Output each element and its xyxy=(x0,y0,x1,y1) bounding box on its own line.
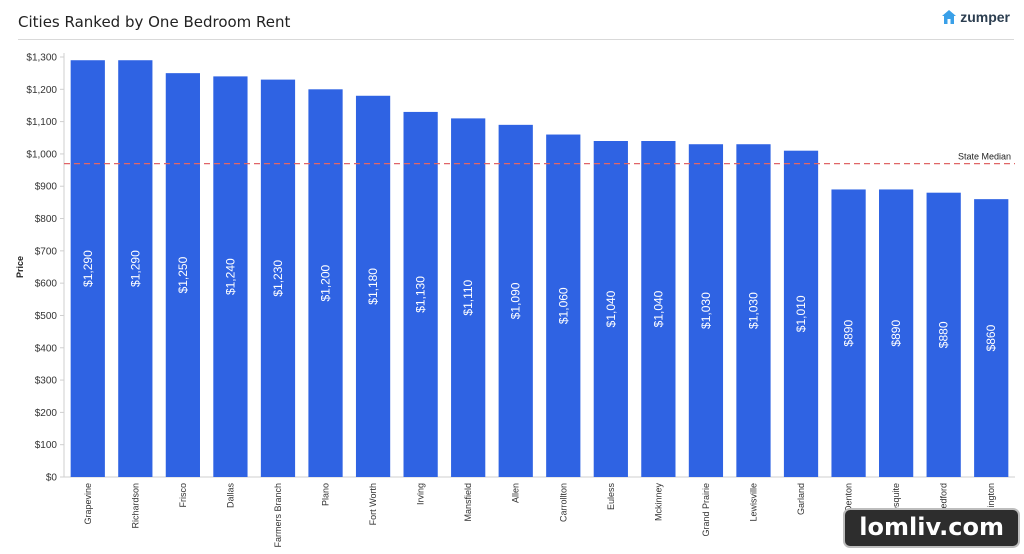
y-axis-label: Price xyxy=(15,256,25,278)
y-tick-label: $900 xyxy=(35,182,58,193)
bar xyxy=(498,124,533,477)
bar xyxy=(213,76,248,477)
zumper-logo: zumper xyxy=(941,9,1010,25)
bar-value-label: $1,240 xyxy=(223,258,237,295)
bar-value-label: $1,200 xyxy=(319,264,333,301)
x-tick-label: Mansfield xyxy=(463,483,473,522)
x-tick-label: Garland xyxy=(796,483,806,515)
y-tick-label: $200 xyxy=(35,408,58,419)
x-tick-label: Allen xyxy=(511,483,521,503)
x-tick-label: Lewisville xyxy=(748,483,758,522)
x-tick-label: Mesquite xyxy=(891,483,901,520)
x-tick-label: Carrollton xyxy=(558,483,568,522)
bar-value-label: $1,130 xyxy=(414,276,428,313)
brand-name: zumper xyxy=(960,9,1010,25)
bar-value-label: $1,250 xyxy=(176,256,190,293)
x-tick-label: Arlington xyxy=(986,483,996,519)
x-tick-label: Fort Worth xyxy=(368,483,378,525)
y-tick-label: $800 xyxy=(35,214,58,225)
bar xyxy=(879,189,914,477)
bar-value-label: $880 xyxy=(937,321,951,348)
bar xyxy=(308,89,343,478)
title-divider xyxy=(18,39,1014,40)
bar-value-label: $1,290 xyxy=(81,250,95,287)
bar xyxy=(403,111,438,477)
bar-value-label: $1,110 xyxy=(461,279,475,315)
y-tick-label: $500 xyxy=(35,311,58,322)
bar xyxy=(260,79,296,477)
house-icon xyxy=(942,10,957,24)
y-tick-label: $0 xyxy=(46,473,58,484)
y-tick-label: $400 xyxy=(35,343,58,354)
x-tick-label: Dallas xyxy=(225,483,235,509)
x-tick-label: Richardson xyxy=(130,483,140,529)
y-tick-label: $100 xyxy=(35,440,58,451)
y-tick-label: $600 xyxy=(35,279,58,290)
bar xyxy=(688,144,724,477)
bar xyxy=(831,189,866,477)
bar-value-label: $1,030 xyxy=(746,292,760,329)
bar xyxy=(783,150,819,477)
x-tick-label: Euless xyxy=(606,483,616,511)
state-median-label: State Median xyxy=(958,152,1011,162)
bar-value-label: $1,180 xyxy=(366,268,380,305)
bar xyxy=(451,118,486,477)
bar-value-label: $1,030 xyxy=(699,292,713,329)
bar-value-label: $1,060 xyxy=(556,287,570,324)
bar xyxy=(546,134,581,478)
bar xyxy=(736,144,771,477)
bar-value-label: $1,230 xyxy=(271,260,285,297)
bar-value-label: $1,040 xyxy=(604,290,618,327)
bar xyxy=(165,73,200,478)
x-tick-label: Grand Prairie xyxy=(701,483,711,537)
y-tick-label: $300 xyxy=(35,376,58,387)
x-tick-label: Denton xyxy=(844,483,854,512)
y-tick-label: $700 xyxy=(35,246,58,257)
x-tick-label: Bedford xyxy=(939,483,949,515)
x-tick-label: Grapevine xyxy=(83,483,93,525)
x-tick-label: Mckinney xyxy=(653,483,663,522)
bar-value-label: $860 xyxy=(984,324,998,351)
watermark: lomliv.com xyxy=(843,508,1020,548)
bar-value-label: $1,090 xyxy=(509,282,523,319)
x-tick-label: Plano xyxy=(321,483,331,506)
y-tick-label: $1,100 xyxy=(26,117,57,128)
bar-value-label: $890 xyxy=(842,320,856,347)
bar xyxy=(641,141,676,477)
bar-value-label: $1,010 xyxy=(794,295,808,332)
y-tick-label: $1,200 xyxy=(26,85,57,96)
bar xyxy=(355,95,391,478)
bar xyxy=(118,60,153,477)
y-tick-label: $1,300 xyxy=(26,53,57,64)
y-tick-label: $1,000 xyxy=(26,149,57,160)
bar-value-label: $1,040 xyxy=(651,290,665,327)
bar-value-label: $1,290 xyxy=(128,250,142,287)
x-tick-label: Irving xyxy=(416,483,426,505)
bar xyxy=(926,192,961,477)
chart-title: Cities Ranked by One Bedroom Rent xyxy=(18,13,291,31)
bar xyxy=(974,199,1009,477)
x-tick-label: Frisco xyxy=(178,483,188,508)
x-tick-label: Farmers Branch xyxy=(273,483,283,548)
bar xyxy=(593,141,628,477)
bar-value-label: $890 xyxy=(889,320,903,347)
bar xyxy=(70,60,105,477)
